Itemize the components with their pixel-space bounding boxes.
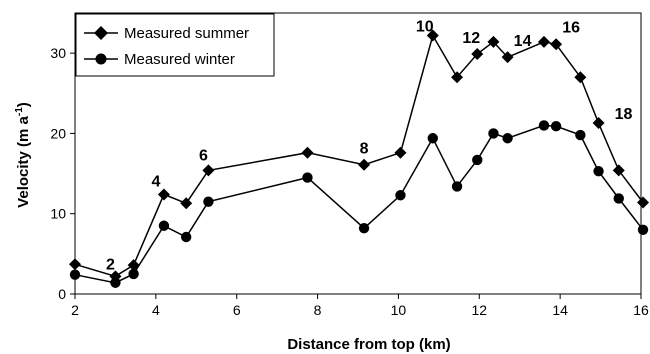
summer-point xyxy=(180,197,193,210)
winter-point xyxy=(472,154,483,166)
summer-point xyxy=(637,196,650,209)
summer-point xyxy=(301,146,314,159)
x-tick-label: 2 xyxy=(71,302,79,318)
winter-point xyxy=(180,231,192,243)
point-number-label: 12 xyxy=(462,30,480,47)
winter-point xyxy=(302,172,313,183)
winter-point xyxy=(637,224,649,235)
summer-point xyxy=(501,51,514,64)
winter-point xyxy=(593,165,604,177)
winter-point xyxy=(502,133,513,144)
summer-point xyxy=(202,164,215,177)
summer-point xyxy=(471,47,484,60)
legend-diamond-marker xyxy=(94,26,108,40)
summer-point xyxy=(69,258,81,271)
winter-point xyxy=(358,222,370,234)
x-tick-label: 10 xyxy=(391,302,407,318)
summer-point xyxy=(592,116,605,129)
point-number-label: 2 xyxy=(106,256,115,273)
legend-label-winter: Measured winter xyxy=(124,51,235,68)
y-tick-label: 20 xyxy=(50,125,66,141)
y-tick-label: 10 xyxy=(50,206,66,222)
x-tick-label: 14 xyxy=(552,302,568,318)
winter-point xyxy=(203,196,214,207)
y-axis-title-close: ) xyxy=(15,102,32,107)
y-axis-title-main: Velocity (m a xyxy=(15,115,32,207)
winter-point xyxy=(575,129,586,141)
legend-box xyxy=(75,13,275,77)
point-number-label: 16 xyxy=(562,19,580,36)
x-tick-label: 4 xyxy=(152,302,160,318)
summer-point xyxy=(550,38,563,51)
winter-point xyxy=(538,120,550,131)
y-tick-label: 30 xyxy=(50,45,66,61)
plot-area: 24681012141601020302468101214161820 xyxy=(50,12,650,318)
x-axis-title: Distance from top (km) xyxy=(287,336,450,353)
winter-point xyxy=(158,220,170,231)
summer-point xyxy=(451,71,464,84)
winter-point xyxy=(488,128,499,139)
winter-point xyxy=(110,277,121,288)
winter-point xyxy=(550,121,562,132)
winter-point xyxy=(128,268,139,280)
winter-point xyxy=(613,193,624,204)
x-tick-label: 16 xyxy=(633,302,649,318)
legend: Measured summer Measured winter xyxy=(75,13,275,77)
summer-point xyxy=(537,35,550,48)
winter-point xyxy=(427,133,438,144)
summer-point xyxy=(574,71,587,84)
point-number-label: 10 xyxy=(416,18,434,35)
x-tick-label: 6 xyxy=(233,302,241,318)
point-number-label: 14 xyxy=(514,33,532,50)
point-number-label: 6 xyxy=(199,147,208,164)
summer-point xyxy=(426,29,439,42)
y-tick-label: 0 xyxy=(58,286,66,302)
point-number-label: 18 xyxy=(615,106,633,123)
winter-point xyxy=(451,181,463,192)
x-tick-label: 8 xyxy=(314,302,322,318)
x-tick-label: 12 xyxy=(471,302,487,318)
summer-point xyxy=(487,35,500,48)
plot-frame xyxy=(74,12,642,295)
summer-point xyxy=(394,146,407,159)
y-axis-title-sup: -1 xyxy=(14,107,25,116)
winter-point xyxy=(69,269,81,280)
summer-point xyxy=(157,188,170,201)
point-number-label: 8 xyxy=(360,141,369,158)
winter-point xyxy=(395,190,406,201)
summer-point xyxy=(612,164,625,177)
legend-circle-marker xyxy=(95,53,107,65)
point-number-label: 4 xyxy=(151,173,160,190)
summer-point xyxy=(358,158,371,171)
legend-label-summer: Measured summer xyxy=(124,25,249,42)
y-axis-title: Velocity (m a-1) xyxy=(14,102,32,208)
